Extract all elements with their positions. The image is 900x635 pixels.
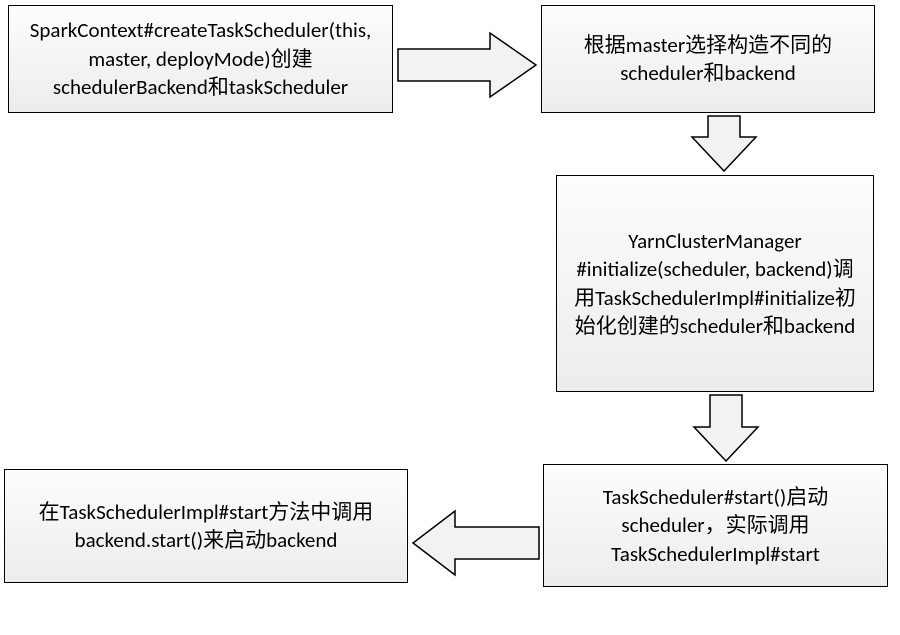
- flow-node-n1: SparkContext#createTaskScheduler(this, m…: [8, 5, 393, 113]
- flow-node-n4: TaskScheduler#start()启动scheduler，实际调用Tas…: [543, 464, 888, 587]
- arrow-shape: [398, 33, 536, 97]
- flow-node-label: 在TaskSchedulerImpl#start方法中调用backend.sta…: [15, 498, 397, 555]
- flow-node-label: 根据master选择构造不同的scheduler和backend: [552, 31, 864, 88]
- flow-node-label: SparkContext#createTaskScheduler(this, m…: [19, 16, 382, 101]
- flow-node-label: YarnClusterManager #initialize(scheduler…: [567, 227, 863, 340]
- flow-node-n3: YarnClusterManager #initialize(scheduler…: [556, 175, 874, 392]
- arrow-shape: [694, 395, 758, 461]
- flow-arrow-n4-n5: [413, 511, 539, 575]
- flow-node-label: TaskScheduler#start()启动scheduler，实际调用Tas…: [554, 483, 877, 568]
- flow-node-n2: 根据master选择构造不同的scheduler和backend: [541, 5, 875, 113]
- flow-arrow-n3-n4: [694, 395, 758, 461]
- flow-arrow-n1-n2: [398, 33, 536, 97]
- arrow-shape: [692, 116, 756, 171]
- arrow-shape: [413, 511, 539, 575]
- flow-arrow-n2-n3: [692, 116, 756, 171]
- flow-node-n5: 在TaskSchedulerImpl#start方法中调用backend.sta…: [4, 469, 408, 583]
